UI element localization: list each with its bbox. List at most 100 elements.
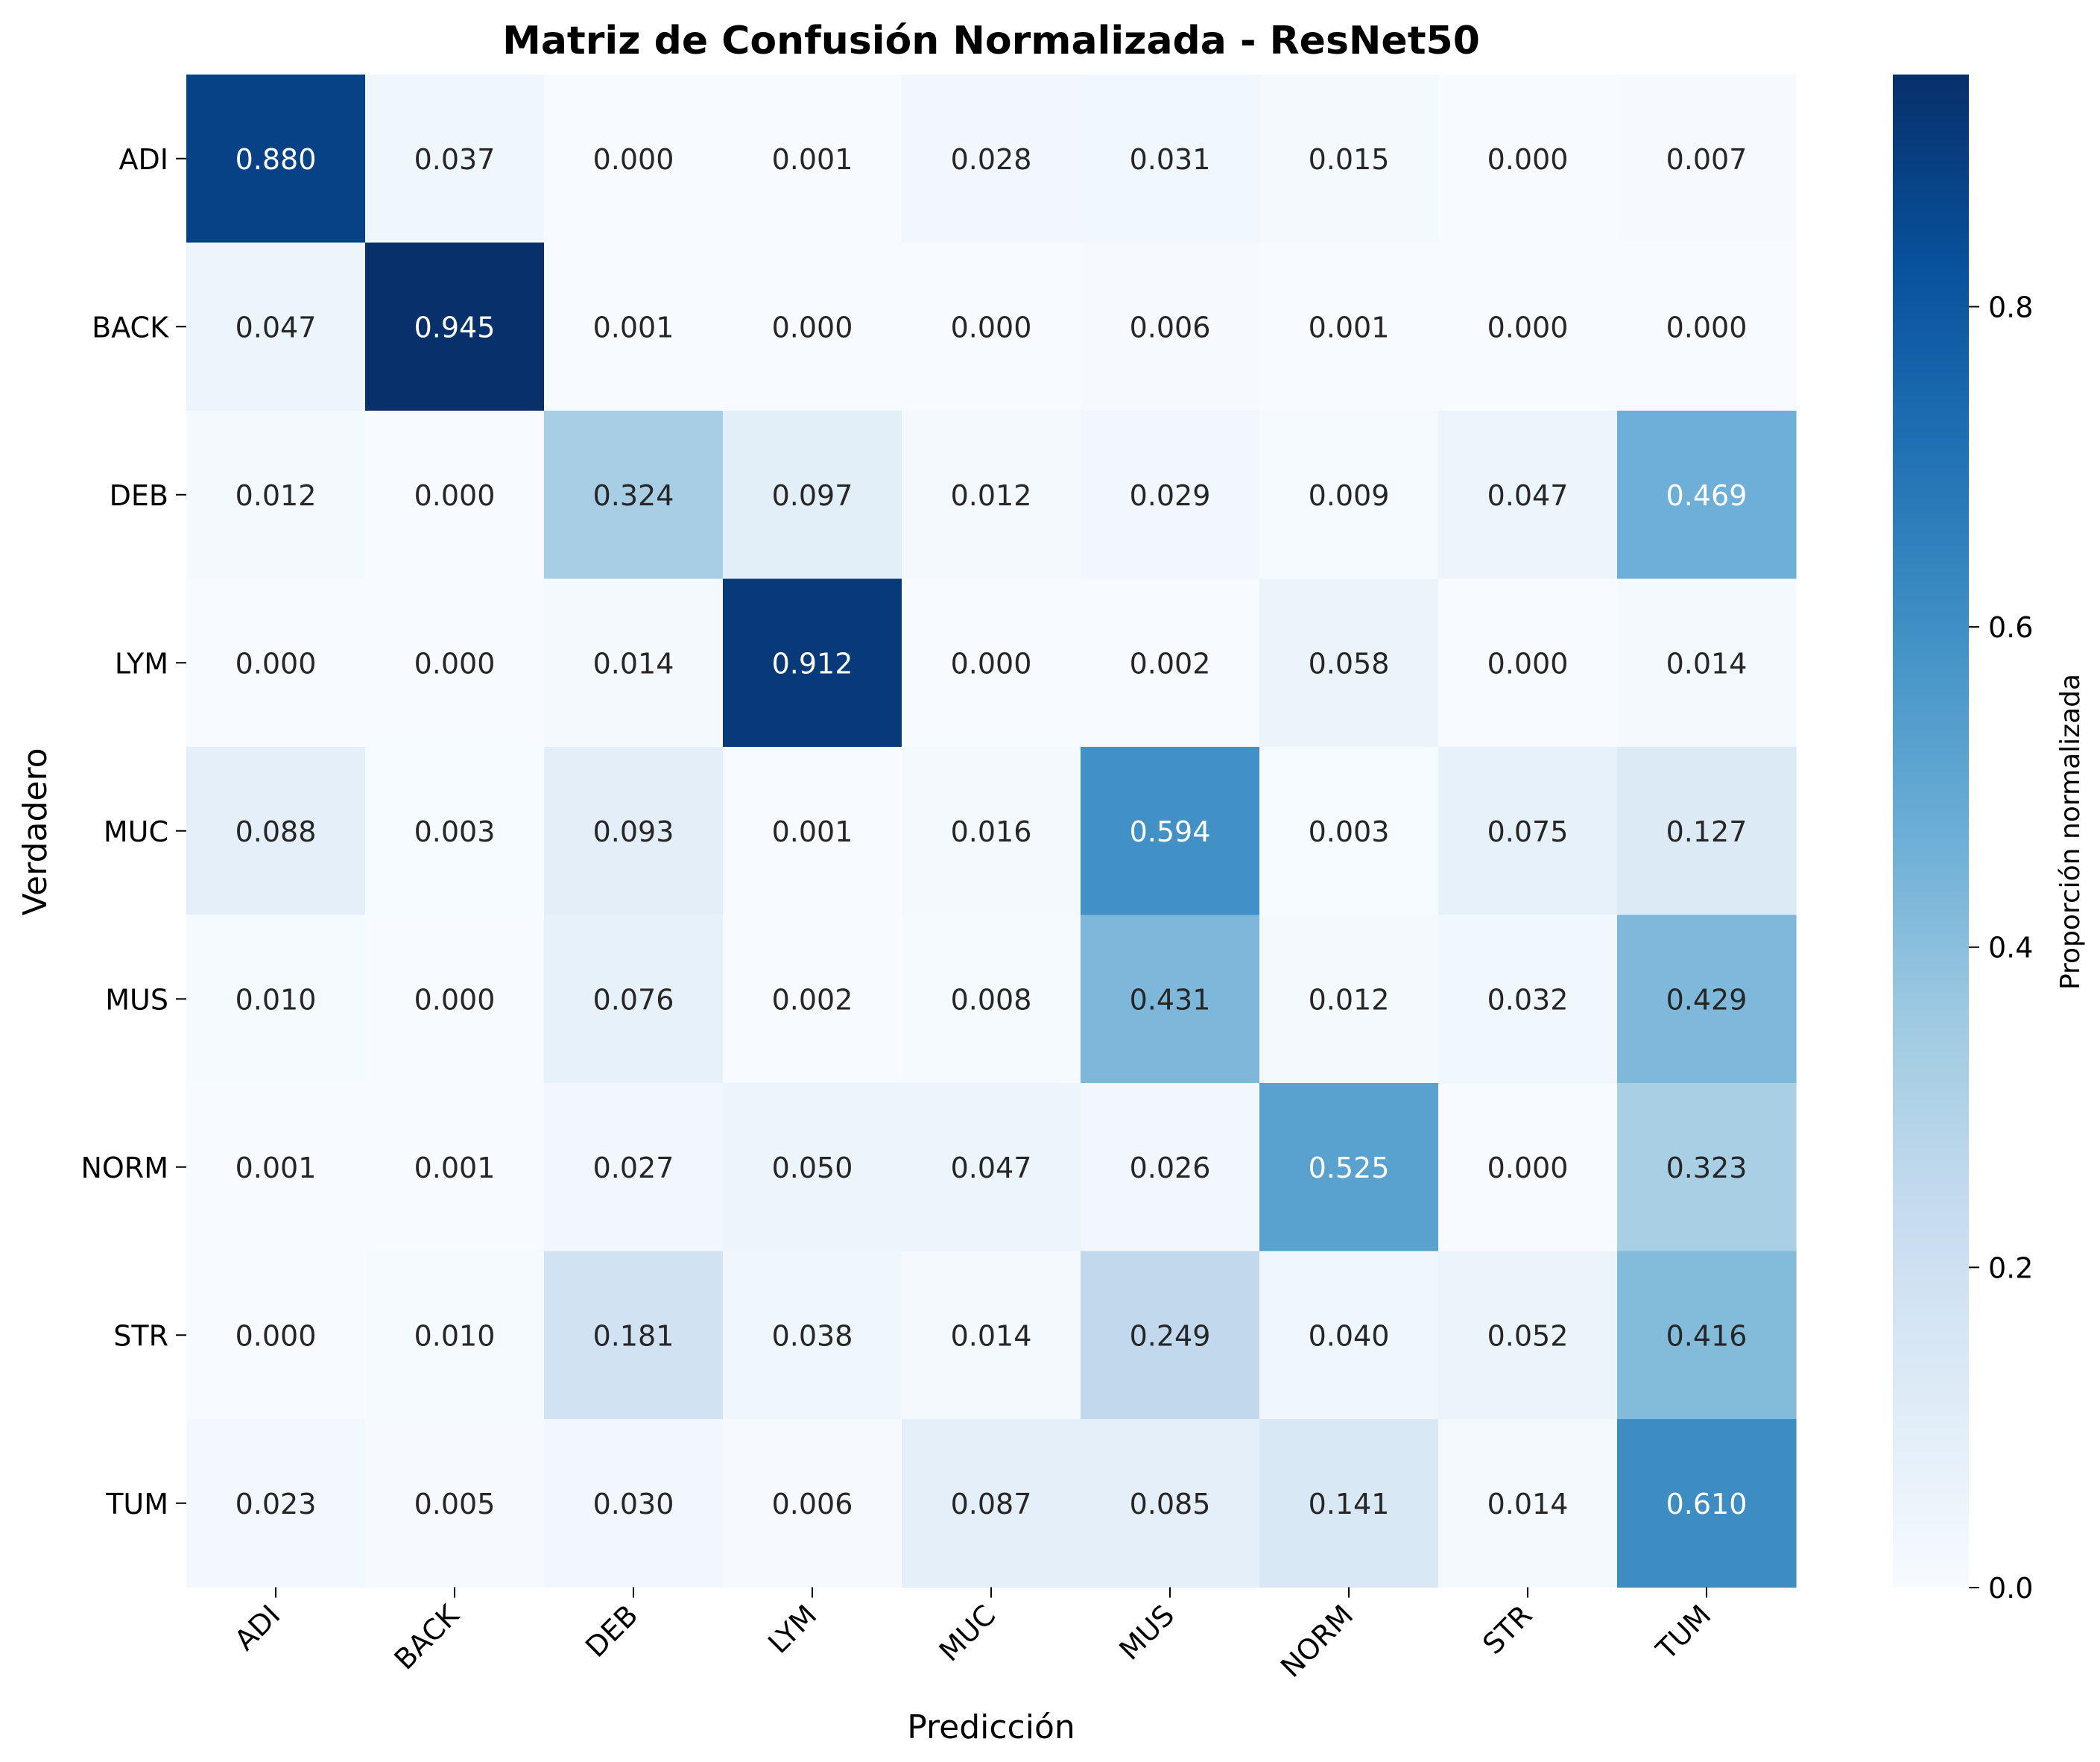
heatmap-cell: [544, 747, 724, 916]
cell-value-label: 0.012: [235, 479, 317, 512]
cell-value-label: 0.006: [772, 1488, 853, 1521]
heatmap-cell: [723, 1083, 902, 1252]
heatmap-cell: [1259, 578, 1439, 748]
cell-value-label: 0.001: [235, 1152, 317, 1184]
colorbar-axis: 0.0 0.2 0.4 0.6 0.8: [1969, 291, 2033, 1605]
heatmap-cell: [365, 411, 545, 580]
y-tick-label: BACK: [92, 311, 169, 344]
colorbar: [1893, 75, 1969, 1588]
heatmap-cell: [365, 1251, 545, 1420]
cell-value-label: 0.001: [772, 815, 853, 848]
cell-value-label: 0.026: [1130, 1152, 1211, 1184]
cell-value-label: 0.000: [414, 479, 496, 512]
heatmap-cell: [902, 747, 1081, 916]
cell-value-label: 0.324: [593, 479, 674, 512]
heatmap-cell: [365, 242, 545, 411]
cell-value-label: 0.037: [414, 143, 496, 176]
heatmap-cell: [1259, 1083, 1439, 1252]
cell-value-label: 0.000: [951, 311, 1032, 344]
heatmap-cell: [902, 75, 1081, 244]
heatmap-cell: [365, 578, 545, 748]
cell-value-label: 0.912: [772, 647, 853, 680]
heatmap-cell: [723, 578, 902, 748]
heatmap-cell: [1259, 1251, 1439, 1420]
heatmap-cell: [544, 578, 724, 748]
heatmap-cell: [723, 747, 902, 916]
heatmap-cell: [1081, 915, 1260, 1084]
heatmap-cell: [902, 411, 1081, 580]
x-axis-label: Predicción: [907, 1708, 1075, 1746]
cell-value-label: 0.001: [414, 1152, 496, 1184]
cell-value-label: 0.085: [1130, 1488, 1211, 1521]
heatmap-cell: [186, 1251, 366, 1420]
heatmap-cell: [365, 747, 545, 916]
cell-value-label: 0.000: [593, 143, 674, 176]
heatmap-cell: [1081, 75, 1260, 244]
cell-value-label: 0.525: [1309, 1152, 1390, 1184]
cell-value-label: 0.416: [1666, 1319, 1748, 1352]
cell-value-label: 0.052: [1487, 1319, 1569, 1352]
x-axis: ADI BACK DEB LYM MUC MUS NORM STR TUM: [228, 1587, 1717, 1684]
heatmap-cell: [1259, 411, 1439, 580]
cell-value-label: 0.000: [1487, 311, 1569, 344]
heatmap-cell: [1617, 1251, 1797, 1420]
heatmap-cell: [723, 1251, 902, 1420]
heatmap-cell: [1438, 1251, 1618, 1420]
y-tick-label: MUS: [105, 983, 168, 1016]
cell-value-label: 0.000: [1487, 1152, 1569, 1184]
colorbar-label: Proporción normalizada: [2055, 674, 2086, 990]
colorbar-tick-label: 0.2: [1988, 1251, 2033, 1284]
colorbar-tick-label: 0.0: [1988, 1572, 2033, 1605]
x-tick-label: MUC: [933, 1599, 1002, 1668]
y-tick-label: ADI: [119, 143, 168, 176]
cell-value-label: 0.431: [1130, 983, 1211, 1016]
heatmap-cell: [902, 915, 1081, 1084]
heatmap-cell: [365, 75, 545, 244]
x-tick-label: TUM: [1649, 1599, 1717, 1667]
cell-value-label: 0.030: [593, 1488, 674, 1521]
colorbar-tick-label: 0.4: [1988, 932, 2033, 964]
cell-value-label: 0.031: [1130, 143, 1211, 176]
heatmap-cell: [544, 915, 724, 1084]
y-axis: ADI BACK DEB LYM MUC MUS NORM STR TUM: [80, 143, 186, 1521]
heatmap-cell: [902, 1251, 1081, 1420]
heatmap-cell: [186, 915, 366, 1084]
cell-value-label: 0.000: [1666, 311, 1748, 344]
cell-value-label: 0.594: [1130, 815, 1211, 848]
y-tick-label: NORM: [80, 1152, 168, 1184]
heatmap-cell: [1617, 242, 1797, 411]
heatmap-cell: [1081, 411, 1260, 580]
cell-value-label: 0.058: [1309, 647, 1390, 680]
heatmap-cell: [365, 1083, 545, 1252]
cell-value-label: 0.001: [772, 143, 853, 176]
heatmap-cell: [365, 915, 545, 1084]
heatmap-cell: [1617, 1083, 1797, 1252]
cell-value-label: 0.029: [1130, 479, 1211, 512]
cell-value-label: 0.047: [235, 311, 317, 344]
y-axis-label: Verdadero: [16, 748, 54, 915]
cell-value-label: 0.127: [1666, 815, 1748, 848]
heatmap-cell: [544, 242, 724, 411]
heatmap-cell: [1438, 1083, 1618, 1252]
cell-value-label: 0.023: [235, 1488, 317, 1521]
cell-value-label: 0.012: [951, 479, 1032, 512]
cell-value-label: 0.027: [593, 1152, 674, 1184]
heatmap-cell: [1081, 1251, 1260, 1420]
cell-value-label: 0.047: [1487, 479, 1569, 512]
heatmap-cell: [544, 411, 724, 580]
cell-value-label: 0.014: [951, 1319, 1032, 1352]
heatmap-cell: [1617, 75, 1797, 244]
y-tick-label: MUC: [104, 815, 168, 848]
cell-value-label: 0.880: [235, 143, 317, 176]
heatmap-cell: [365, 1419, 545, 1588]
heatmap-cell: [723, 411, 902, 580]
cell-value-label: 0.088: [235, 815, 317, 848]
heatmap-cell: [1259, 747, 1439, 916]
heatmap-cell: [186, 75, 366, 244]
cell-value-label: 0.093: [593, 815, 674, 848]
heatmap-cell: [544, 1251, 724, 1420]
cell-value-label: 0.429: [1666, 983, 1748, 1016]
cell-value-label: 0.010: [235, 983, 317, 1016]
cell-value-label: 0.014: [1666, 647, 1748, 680]
heatmap-cell: [723, 75, 902, 244]
